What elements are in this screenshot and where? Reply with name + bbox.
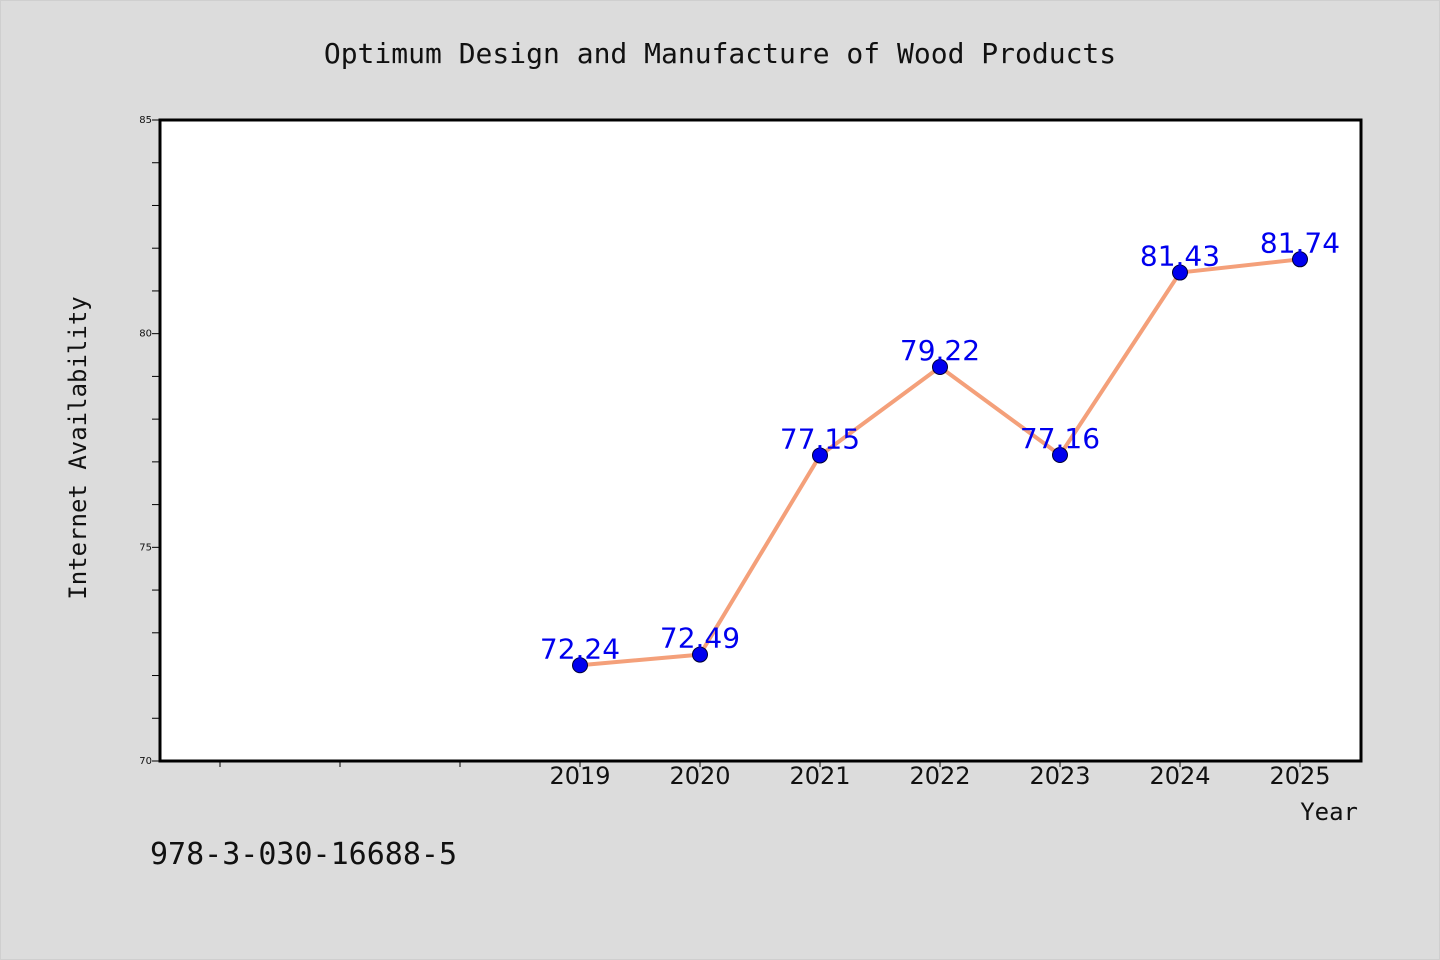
x-axis-ticks: 2019 2020 2021 2022 2023 2024 2025	[219, 761, 1331, 790]
x-tick-label: 2025	[1269, 762, 1330, 790]
data-point	[1052, 447, 1068, 464]
data-label: 81.74	[1260, 226, 1340, 259]
x-axis-label: Year	[1300, 798, 1358, 826]
y-tick-label: 85	[139, 115, 152, 126]
data-point	[572, 657, 588, 674]
y-tick-label: 80	[139, 329, 152, 340]
x-tick-label: 2022	[909, 762, 970, 790]
data-label: 72.24	[540, 632, 620, 665]
plot-frame	[158, 118, 1363, 763]
x-tick-label: 2021	[789, 762, 850, 790]
data-label: 72.49	[660, 622, 740, 655]
data-label: 77.16	[1020, 422, 1100, 455]
data-point	[1172, 264, 1188, 281]
data-label: 81.43	[1140, 240, 1220, 273]
y-axis-label: Internet Availability	[64, 296, 92, 599]
x-tick-label: 2024	[1149, 762, 1210, 790]
plot-area	[160, 120, 1361, 761]
x-tick-label: 2023	[1029, 762, 1090, 790]
data-point	[812, 447, 828, 464]
x-tick-label: 2019	[549, 762, 610, 790]
data-point	[932, 358, 948, 375]
data-labels: 72.24 72.49 77.15 79.22 77.16 81.43 81.74	[540, 226, 1340, 665]
data-point	[1292, 251, 1308, 268]
data-label: 77.15	[780, 422, 860, 455]
footer-code: 978-3-030-16688-5	[150, 837, 457, 872]
y-tick-label: 75	[139, 542, 152, 553]
data-label: 79.22	[900, 334, 980, 367]
y-tick-label: 70	[139, 756, 152, 767]
data-point	[692, 646, 708, 663]
chart-title: Optimum Design and Manufacture of Wood P…	[324, 37, 1116, 70]
data-points	[572, 251, 1308, 674]
x-tick-label: 2020	[669, 762, 730, 790]
